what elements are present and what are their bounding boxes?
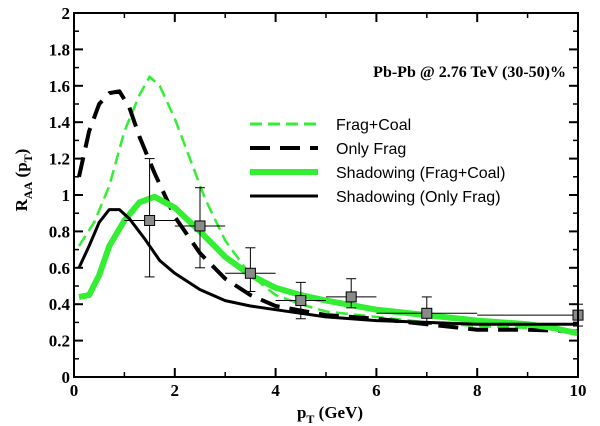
data-marker (194, 220, 206, 232)
x-axis-title-main: p (297, 403, 306, 422)
data-marker (421, 307, 433, 319)
legend-label-only-frag: Only Frag (336, 141, 406, 158)
data-point-5 (326, 278, 377, 309)
legend-label-shadow-frag-coal: Shadowing (Frag+Coal) (336, 165, 505, 182)
x-tick-label: 8 (473, 381, 482, 400)
legend: Frag+Coal Only Frag Shadowing (Frag+Coal… (250, 117, 505, 206)
y-tick-label: 1.8 (49, 40, 70, 59)
chart-annotation: Pb-Pb @ 2.76 TeV (30-50)% (373, 64, 566, 81)
y-tick-label: 1 (62, 186, 71, 205)
series-line-2 (77, 89, 579, 334)
y-axis-title-main: R (12, 198, 31, 211)
data-marker (295, 295, 307, 307)
y-tick-label: 0 (62, 368, 71, 387)
x-tick-label: 6 (372, 381, 381, 400)
y-axis-title-end: ) (12, 149, 31, 155)
y-tick-label: 0.2 (49, 332, 70, 351)
y-tick-label: 1.2 (49, 150, 70, 169)
data-marker (244, 267, 256, 279)
x-axis-title-sub: T (306, 412, 314, 426)
y-axis-title-mid: (p (12, 162, 31, 181)
y-axis-title-sub: AA (21, 181, 35, 199)
plot-frame (73, 12, 579, 378)
series-line-1 (77, 75, 579, 333)
data-point-2 (174, 187, 226, 269)
y-tick-label: 0.6 (49, 259, 70, 278)
legend-label-shadow-only-frag: Shadowing (Only Frag) (336, 189, 501, 206)
y-tick-label: 0.8 (49, 222, 70, 241)
y-tick-label: 2 (62, 4, 71, 23)
x-axis-title-rest: (GeV) (314, 403, 363, 422)
data-marker (345, 291, 357, 303)
x-axis-title: pT (GeV) (297, 403, 363, 426)
y-axis-title-sub2: T (21, 154, 35, 162)
data-marker (144, 214, 156, 226)
data-point-1 (124, 158, 175, 278)
x-tick-label: 10 (570, 381, 587, 400)
y-tick-label: 1.6 (49, 77, 70, 96)
series-line-4 (77, 208, 578, 326)
x-tick-label: 4 (271, 381, 280, 400)
data-point-3 (225, 247, 276, 292)
x-tick-label: 2 (171, 381, 180, 400)
ticks-layer: 0 2 4 6 8 10 0 0.2 0.4 0.6 0.8 1 1.2 1.4 1.6 1.8 2 (49, 4, 587, 400)
data-points-layer (124, 158, 584, 327)
data-point-6 (376, 296, 478, 325)
y-tick-label: 1.4 (49, 113, 71, 132)
curves-layer (77, 75, 579, 337)
x-tick-label: 0 (70, 381, 79, 400)
y-axis-title: RAA (pT) (12, 149, 35, 212)
data-point-4 (275, 281, 326, 320)
legend-label-frag-coal: Frag+Coal (336, 117, 411, 134)
y-tick-label: 0.4 (49, 295, 71, 314)
series-line-3 (78, 193, 579, 337)
